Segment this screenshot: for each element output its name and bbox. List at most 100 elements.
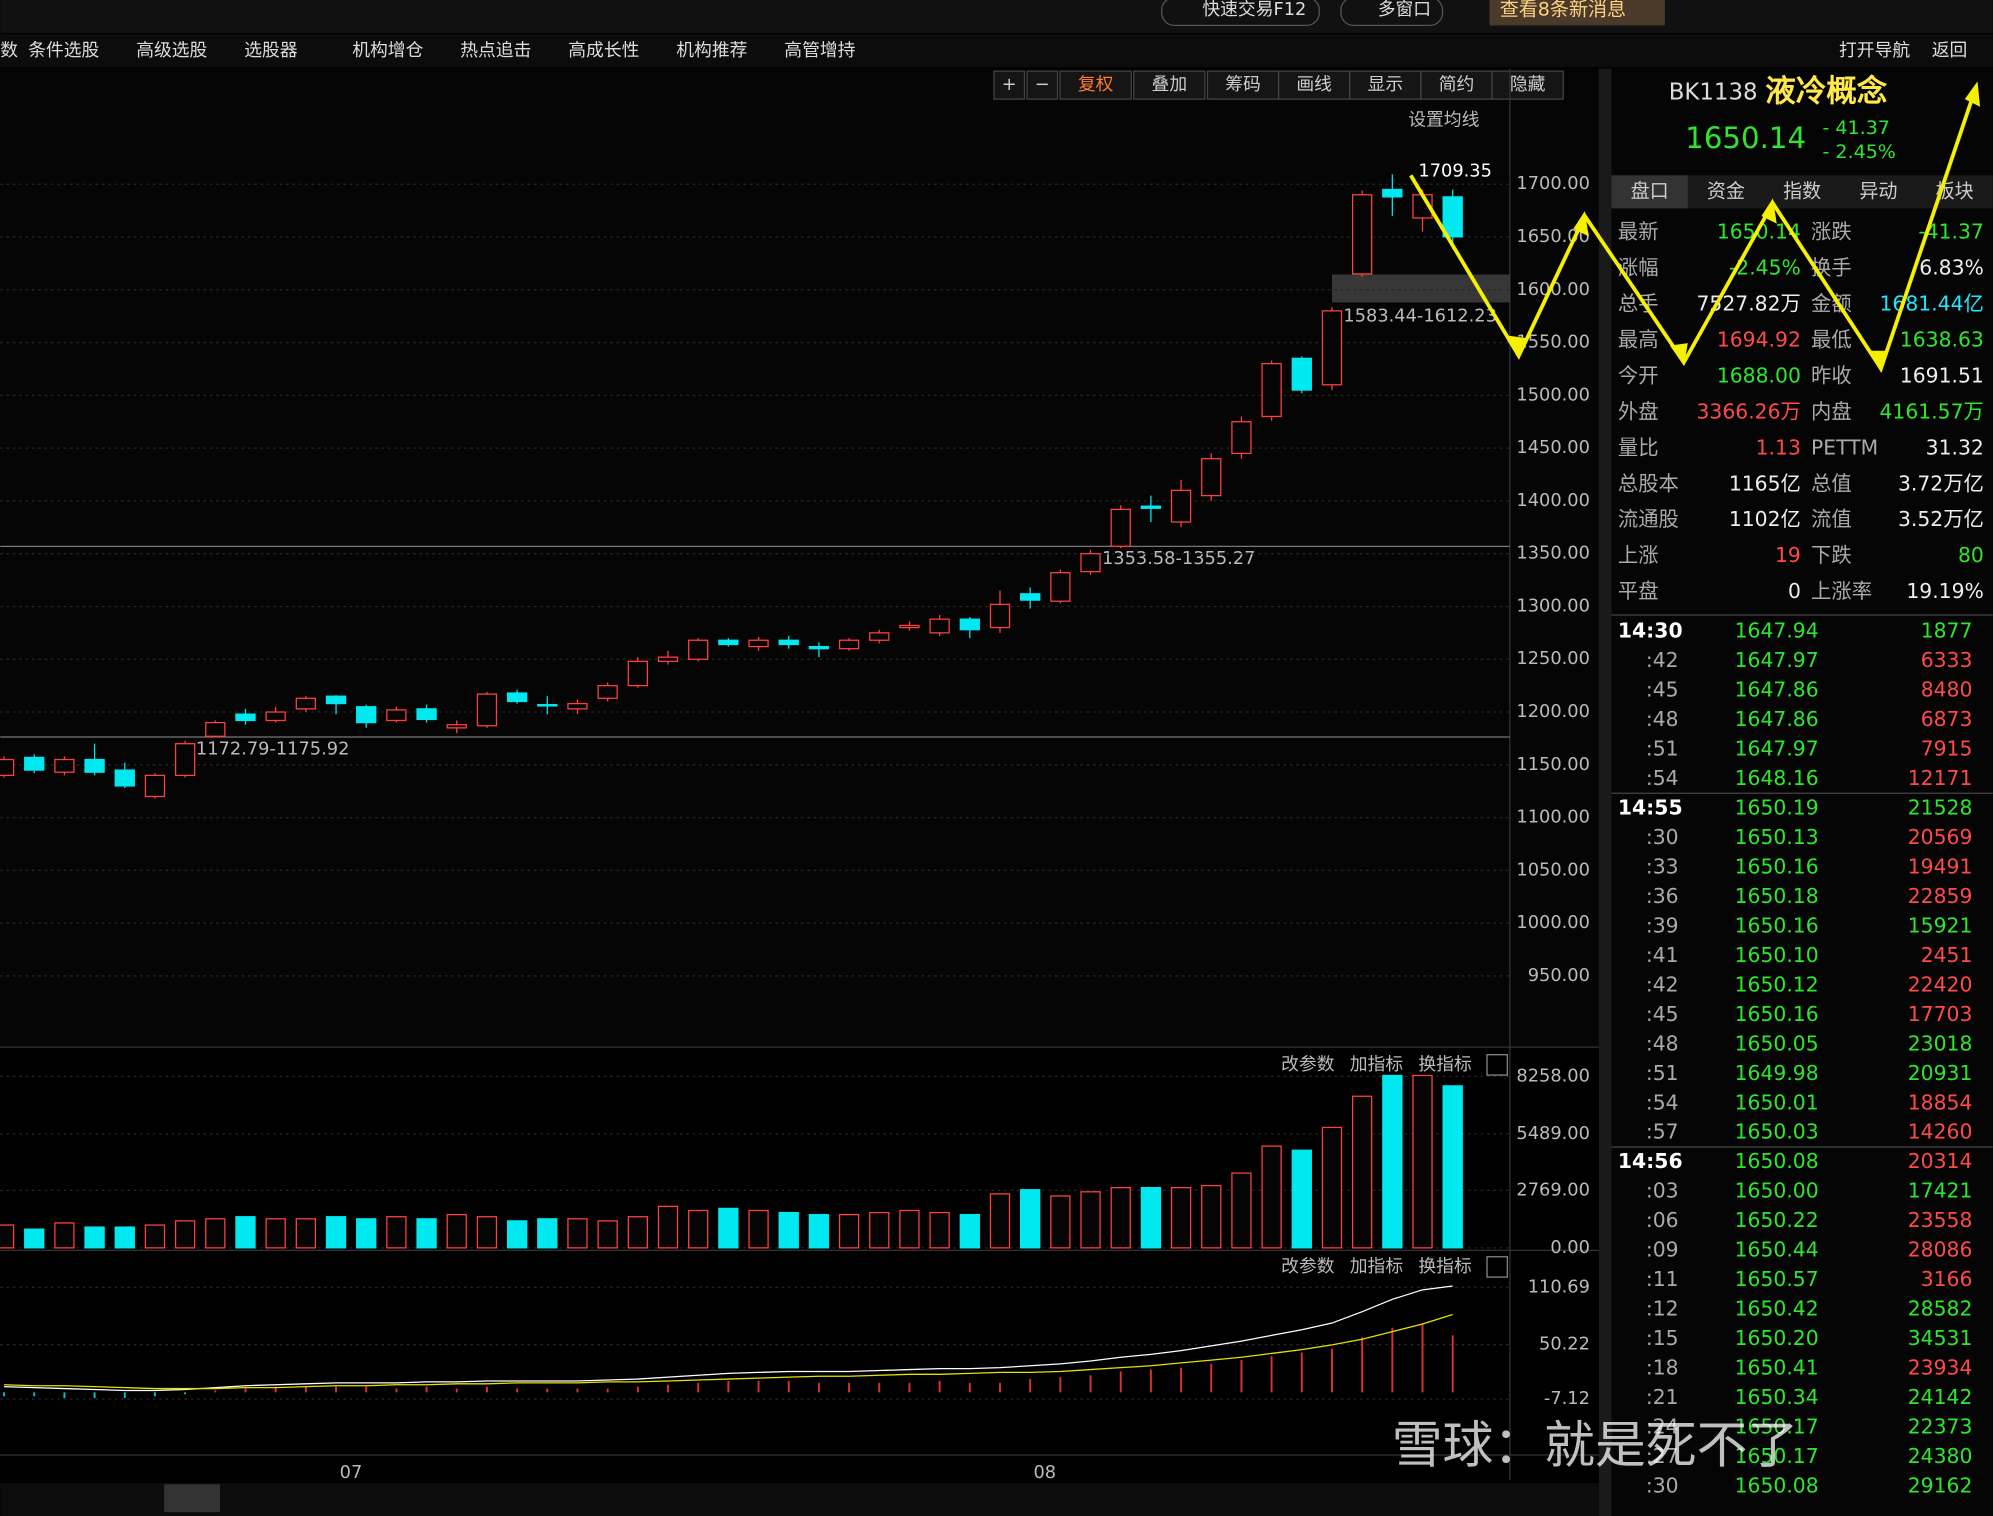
quick-trade-label[interactable]: 快速交易F12 xyxy=(1202,0,1306,20)
tick-time: :39 xyxy=(1646,913,1679,937)
tick-time: :03 xyxy=(1646,1179,1679,1203)
quote-tab[interactable]: 盘口 xyxy=(1631,180,1669,202)
tick-price: 1647.97 xyxy=(1735,736,1819,760)
y-tick-label: 50.22 xyxy=(1539,1334,1590,1355)
quote-label: 涨跌 xyxy=(1811,220,1852,244)
toolbar-button[interactable] xyxy=(1491,70,1564,100)
candle-body xyxy=(144,774,166,798)
multi-window-label[interactable]: 多窗口 xyxy=(1378,0,1431,20)
toolbar-label[interactable]: 叠加 xyxy=(1152,74,1188,95)
tick-price: 1650.16 xyxy=(1735,854,1819,878)
candle-body xyxy=(84,758,105,773)
menu-item[interactable]: 选股器 xyxy=(244,40,298,61)
tick-price: 1650.01 xyxy=(1735,1090,1819,1114)
tick-time: :30 xyxy=(1646,1474,1679,1498)
toolbar-label[interactable]: 筹码 xyxy=(1225,74,1261,95)
gap-label: 1172.79-1175.92 xyxy=(196,739,349,760)
candle-body xyxy=(356,706,377,724)
panel-button[interactable]: 加指标 xyxy=(1350,1256,1403,1277)
volume-bar xyxy=(265,1218,286,1249)
toolbar-label[interactable]: 简约 xyxy=(1439,74,1475,95)
menu-item[interactable]: 机构推荐 xyxy=(676,40,747,61)
toolbar-button[interactable] xyxy=(1206,70,1280,100)
tick-price: 1650.42 xyxy=(1735,1297,1819,1321)
quote-tab[interactable]: 资金 xyxy=(1707,180,1745,202)
volume-bar xyxy=(54,1222,75,1249)
tick-volume: 8480 xyxy=(1921,678,1973,702)
tick-volume: 18854 xyxy=(1908,1090,1973,1114)
panel-button[interactable]: 换指标 xyxy=(1418,1054,1471,1075)
toolbar-label[interactable]: 显示 xyxy=(1368,74,1404,95)
volume-bar xyxy=(567,1218,588,1249)
toolbar-label[interactable]: 复权 xyxy=(1078,74,1114,95)
tick-time: :45 xyxy=(1646,1002,1679,1026)
quote-tab[interactable]: 板块 xyxy=(1936,180,1974,202)
volume-bar xyxy=(597,1220,618,1249)
tick-price: 1650.13 xyxy=(1735,825,1819,849)
toolbar-button[interactable] xyxy=(1349,70,1422,100)
panel-button[interactable]: 换指标 xyxy=(1418,1256,1471,1277)
quick-trade-button[interactable] xyxy=(1161,0,1320,27)
close-button[interactable] xyxy=(1486,1054,1508,1076)
splitter[interactable] xyxy=(1598,68,1612,1516)
y-tick-label: 2769.00 xyxy=(1516,1179,1590,1200)
toolbar-button[interactable] xyxy=(993,70,1026,100)
tick-price: 1650.20 xyxy=(1735,1326,1819,1350)
menu-item[interactable]: 高级选股 xyxy=(136,40,207,61)
candle-body xyxy=(476,693,498,727)
tick-time: :18 xyxy=(1646,1356,1679,1380)
toolbar-button[interactable] xyxy=(1059,70,1132,100)
volume-bar xyxy=(174,1220,196,1249)
panel-button[interactable]: 改参数 xyxy=(1281,1256,1335,1277)
tick-volume: 28582 xyxy=(1908,1297,1973,1321)
toolbar-label[interactable]: + xyxy=(1002,74,1017,95)
close-button[interactable] xyxy=(1486,1256,1508,1278)
volume-bar xyxy=(899,1209,920,1249)
candle-body xyxy=(114,769,135,787)
quote-label: 量比 xyxy=(1618,435,1659,459)
menu-item[interactable]: 打开导航 xyxy=(1839,40,1910,61)
y-tick-label: 1700.00 xyxy=(1516,173,1590,194)
tick-time: 14:30 xyxy=(1618,619,1683,643)
toolbar-button[interactable] xyxy=(1026,70,1059,100)
menu-item[interactable]: 返回 xyxy=(1932,40,1968,61)
menu-item[interactable]: 数 xyxy=(0,40,18,61)
toolbar-label[interactable]: − xyxy=(1035,74,1050,95)
quote-tab[interactable]: 指数 xyxy=(1783,180,1821,202)
candle-body xyxy=(0,758,15,777)
panel-button[interactable]: 加指标 xyxy=(1350,1054,1403,1075)
menu-item[interactable]: 机构增仓 xyxy=(352,40,423,61)
panel-button[interactable]: 改参数 xyxy=(1281,1054,1335,1075)
quote-value: 1.13 xyxy=(1756,435,1801,459)
toolbar-label[interactable]: 画线 xyxy=(1296,74,1332,95)
candle-body xyxy=(295,697,317,710)
toolbar-button[interactable] xyxy=(1277,70,1351,100)
candle-body xyxy=(959,618,980,631)
message-box[interactable] xyxy=(1489,0,1665,26)
tick-price: 1647.94 xyxy=(1735,619,1819,643)
message-label[interactable]: 查看8条新消息 xyxy=(1500,0,1626,21)
quote-tab[interactable]: 异动 xyxy=(1859,180,1897,202)
toolbar-label[interactable]: 隐藏 xyxy=(1510,74,1546,95)
menu-item[interactable]: 热点追击 xyxy=(460,40,531,61)
candle-body xyxy=(1170,489,1192,523)
menu-item[interactable]: 条件选股 xyxy=(28,40,99,61)
multi-window-button[interactable] xyxy=(1340,0,1444,27)
candle-body xyxy=(1321,310,1343,386)
tick-volume: 29162 xyxy=(1908,1474,1973,1498)
volume-bar xyxy=(24,1228,45,1249)
menu-item[interactable]: 高管增持 xyxy=(784,40,855,61)
candle-body xyxy=(869,632,890,641)
gap-label: 1353.58-1355.27 xyxy=(1102,548,1255,569)
ma-setting[interactable]: 设置均线 xyxy=(1408,110,1479,131)
tick-volume: 24142 xyxy=(1908,1385,1973,1409)
tick-time: :54 xyxy=(1646,1090,1679,1114)
volume-bar xyxy=(325,1216,347,1249)
menu-item[interactable]: 高成长性 xyxy=(568,40,639,61)
volume-bar xyxy=(476,1216,498,1249)
quote-label: 内盘 xyxy=(1811,399,1852,423)
toolbar-button[interactable] xyxy=(1133,70,1206,100)
y-tick-label: 1100.00 xyxy=(1516,807,1590,828)
volume-bar xyxy=(778,1211,799,1249)
